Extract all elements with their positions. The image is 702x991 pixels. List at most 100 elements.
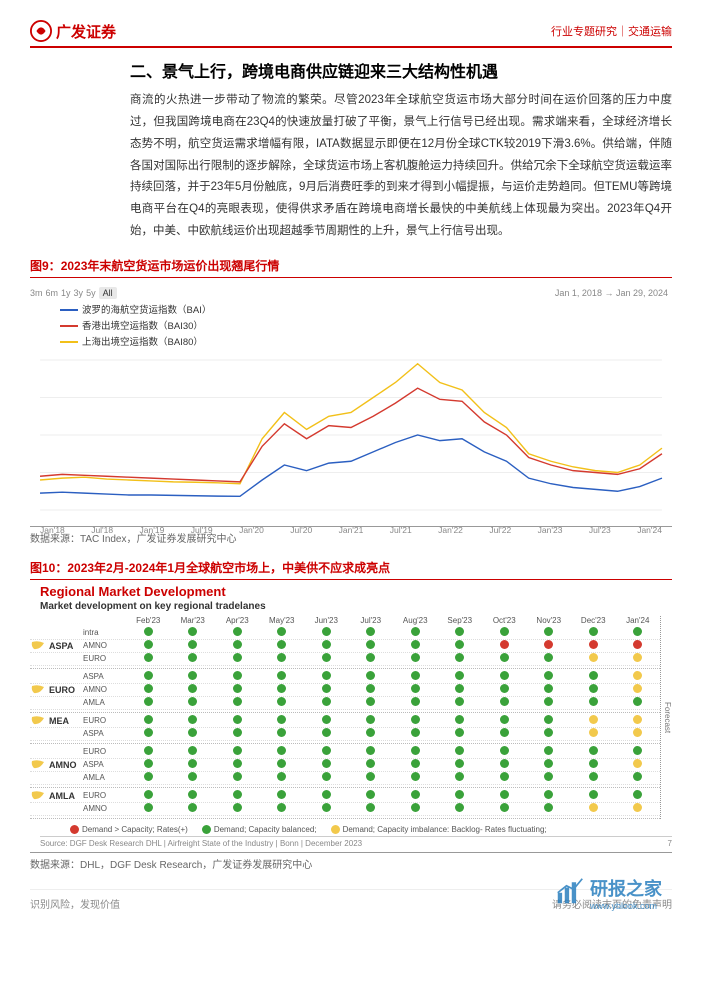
status-dot — [277, 697, 286, 706]
status-dot — [455, 715, 464, 724]
status-dot — [500, 759, 509, 768]
data-row: intra — [30, 627, 660, 640]
status-dot — [233, 803, 242, 812]
status-dot — [544, 653, 553, 662]
fig10-forecast-label: Forecast — [660, 616, 672, 819]
body-paragraph: 商流的火热进一步带动了物流的繁荣。尽管2023年全球航空货运市场大部分时间在运价… — [30, 90, 672, 243]
status-dot — [144, 746, 153, 755]
status-dot — [633, 715, 642, 724]
matrix-legend-item: Demand > Capacity; Rates(+) — [70, 825, 188, 834]
status-dot — [144, 653, 153, 662]
status-dot — [411, 728, 420, 737]
status-dot — [233, 671, 242, 680]
status-dot — [277, 653, 286, 662]
fig10-month-header: Feb'23Mar'23Apr'23May'23Jun'23Jul'23Aug'… — [30, 616, 660, 625]
status-dot — [633, 627, 642, 636]
status-dot — [544, 684, 553, 693]
status-dot — [589, 697, 598, 706]
status-dot — [188, 790, 197, 799]
data-row: AMNO — [30, 803, 660, 816]
status-dot — [144, 759, 153, 768]
status-dot — [455, 759, 464, 768]
status-dot — [277, 772, 286, 781]
status-dot — [188, 653, 197, 662]
status-dot — [233, 715, 242, 724]
status-dot — [589, 790, 598, 799]
status-dot — [366, 653, 375, 662]
status-dot — [188, 803, 197, 812]
status-dot — [277, 790, 286, 799]
status-dot — [633, 697, 642, 706]
status-dot — [500, 640, 509, 649]
status-dot — [233, 790, 242, 799]
status-dot — [589, 684, 598, 693]
status-dot — [366, 803, 375, 812]
status-dot — [455, 790, 464, 799]
status-dot — [366, 684, 375, 693]
fig10-caption: 2023年2月-2024年1月全球航空市场上，中美供不应求成亮点 — [67, 561, 390, 575]
status-dot — [411, 697, 420, 706]
status-dot — [366, 790, 375, 799]
fig10-number: 图10： — [30, 561, 67, 575]
range-button[interactable]: 3m — [30, 288, 43, 298]
status-dot — [544, 697, 553, 706]
status-dot — [233, 772, 242, 781]
status-dot — [144, 627, 153, 636]
status-dot — [188, 640, 197, 649]
status-dot — [589, 803, 598, 812]
fig9-number: 图9： — [30, 259, 61, 273]
status-dot — [500, 653, 509, 662]
status-dot — [322, 671, 331, 680]
range-button[interactable]: 3y — [74, 288, 84, 298]
status-dot — [500, 803, 509, 812]
status-dot — [233, 684, 242, 693]
status-dot — [633, 790, 642, 799]
range-button-active[interactable]: All — [99, 287, 117, 299]
status-dot — [188, 627, 197, 636]
status-dot — [233, 627, 242, 636]
data-row: MEAEURO — [30, 715, 660, 728]
status-dot — [544, 671, 553, 680]
status-dot — [411, 627, 420, 636]
data-row: EUROAMNO — [30, 684, 660, 697]
status-dot — [366, 746, 375, 755]
status-dot — [322, 640, 331, 649]
status-dot — [411, 759, 420, 768]
logo-text: 广发证券 — [56, 21, 116, 42]
status-dot — [633, 640, 642, 649]
status-dot — [277, 803, 286, 812]
fig9-date-range: Jan 1, 2018 → Jan 29, 2024 — [555, 288, 668, 298]
range-button[interactable]: 1y — [61, 288, 71, 298]
status-dot — [233, 697, 242, 706]
status-dot — [633, 653, 642, 662]
data-row: AMLA — [30, 697, 660, 710]
status-dot — [411, 746, 420, 755]
status-dot — [277, 640, 286, 649]
status-dot — [366, 728, 375, 737]
status-dot — [589, 728, 598, 737]
page-header: 广发证券 行业专题研究｜交通运输 — [30, 20, 672, 48]
range-button[interactable]: 6m — [46, 288, 59, 298]
status-dot — [144, 728, 153, 737]
footer-left: 识别风险，发现价值 — [30, 896, 120, 911]
status-dot — [144, 697, 153, 706]
status-dot — [411, 715, 420, 724]
watermark-icon — [556, 877, 584, 910]
status-dot — [589, 746, 598, 755]
fig10-panel: Regional Market Development Market devel… — [30, 584, 672, 848]
fig9-caption: 2023年末航空货运市场运价出现翘尾行情 — [61, 259, 280, 273]
range-button[interactable]: 5y — [86, 288, 96, 298]
status-dot — [455, 803, 464, 812]
status-dot — [144, 790, 153, 799]
fig10-matrix: Feb'23Mar'23Apr'23May'23Jun'23Jul'23Aug'… — [30, 616, 672, 819]
status-dot — [633, 728, 642, 737]
status-dot — [366, 627, 375, 636]
status-dot — [589, 640, 598, 649]
fig10-panel-title: Regional Market Development — [40, 584, 672, 599]
status-dot — [589, 653, 598, 662]
status-dot — [233, 728, 242, 737]
section-title: 二、景气上行，跨境电商供应链迎来三大结构性机遇 — [30, 58, 672, 82]
status-dot — [144, 671, 153, 680]
data-row: AMNOASPA — [30, 759, 660, 772]
status-dot — [633, 746, 642, 755]
